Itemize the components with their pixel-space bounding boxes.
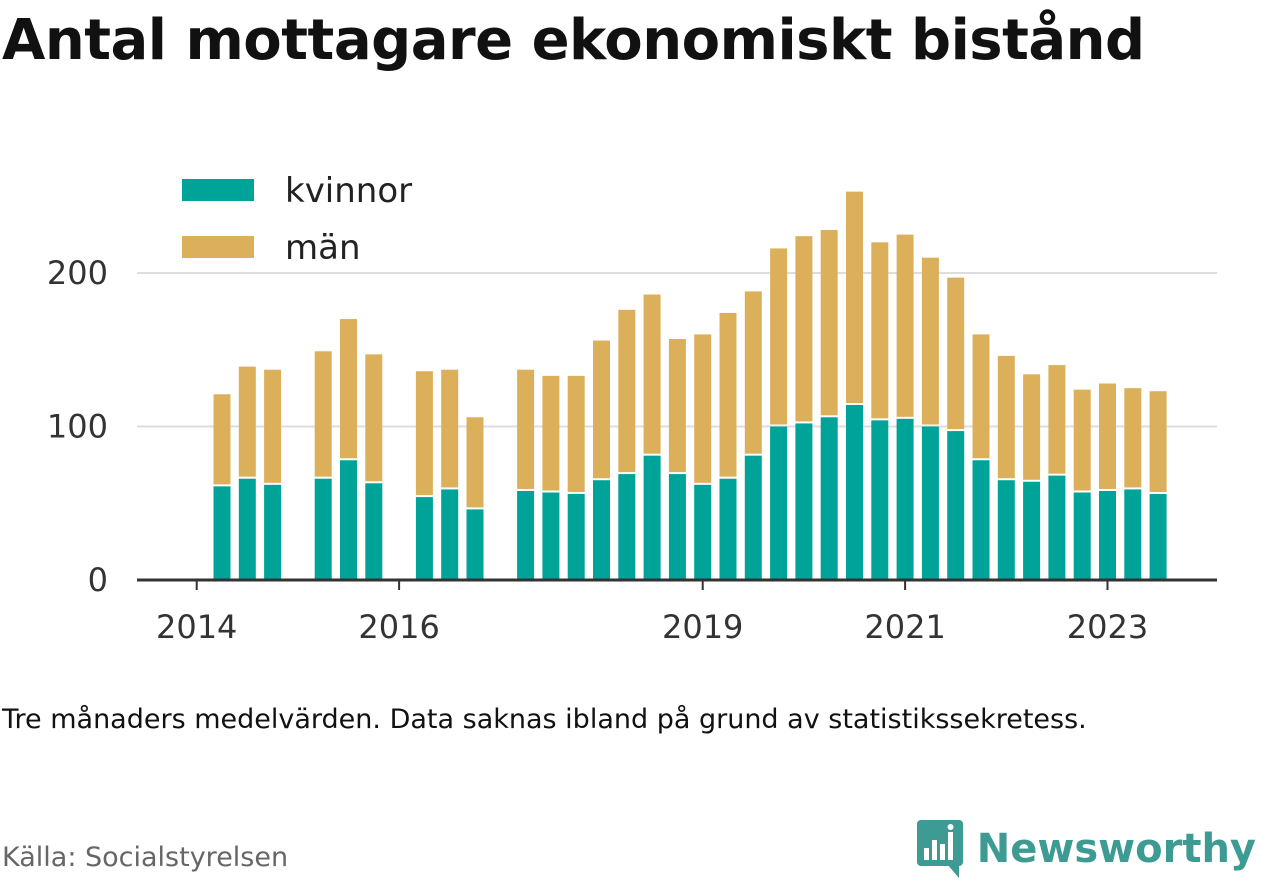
bar-man (744, 291, 762, 454)
bar-kvinnor (972, 460, 990, 580)
bar-man (618, 309, 636, 473)
bar-man (770, 248, 788, 425)
bar-kvinnor (593, 480, 610, 580)
bar-man (997, 355, 1015, 479)
y-tick-label: 100 (47, 408, 108, 446)
bar-kvinnor (770, 426, 788, 580)
x-tick-label: 2023 (1067, 608, 1148, 646)
y-tick-label: 0 (88, 561, 108, 599)
bar-man (365, 354, 383, 482)
bar-man (441, 369, 459, 488)
bar-kvinnor (1149, 494, 1167, 580)
bar-kvinnor (365, 483, 383, 580)
legend-label-kvinnor: kvinnor (285, 171, 412, 211)
bar-man (921, 257, 939, 425)
bar-man (542, 375, 560, 491)
bar-kvinnor (441, 489, 459, 580)
bar-kvinnor (264, 484, 282, 580)
bar-kvinnor (719, 478, 737, 580)
y-tick-label: 200 (47, 254, 108, 292)
newsworthy-chart-logo-icon (916, 820, 963, 878)
bar-man (694, 334, 712, 483)
bar-kvinnor (466, 509, 484, 580)
x-tick-label: 2021 (864, 608, 945, 646)
bar-kvinnor (668, 474, 686, 580)
legend-label-man: män (285, 228, 361, 268)
bar-kvinnor (1073, 492, 1091, 580)
bar-kvinnor (871, 420, 889, 580)
source-credit: Källa: Socialstyrelsen (2, 842, 289, 873)
bar-man (719, 312, 737, 477)
chart-note: Tre månaders medelvärden. Data saknas ib… (2, 704, 1087, 735)
bar-man (415, 371, 433, 496)
bar-man (314, 351, 332, 477)
bar-man (466, 417, 484, 508)
bar-kvinnor (1048, 475, 1066, 580)
x-tick-label: 2016 (358, 608, 439, 646)
bar-man (846, 191, 863, 404)
bar-kvinnor (340, 460, 357, 580)
bar-kvinnor (213, 486, 231, 580)
bar-kvinnor (542, 492, 560, 580)
bar-kvinnor (820, 417, 838, 580)
bar-kvinnor (846, 405, 863, 580)
bar-man (871, 242, 889, 419)
bar-man (593, 340, 610, 479)
bar-kvinnor (1023, 481, 1041, 580)
bar-kvinnor (415, 497, 433, 580)
bar-kvinnor (921, 426, 939, 580)
bar-man (213, 394, 231, 485)
brand-name: Newsworthy (976, 826, 1256, 872)
bar-man (1073, 389, 1091, 491)
x-tick-label: 2014 (156, 608, 237, 646)
bar-kvinnor (795, 423, 813, 580)
bar-kvinnor (238, 478, 256, 580)
bar-kvinnor (517, 490, 535, 580)
bar-man (896, 234, 914, 417)
bar-man (795, 236, 813, 422)
bar-man (264, 369, 282, 483)
bar-man (668, 339, 686, 473)
bars (213, 191, 1167, 580)
bar-kvinnor (1099, 490, 1116, 580)
bar-man (517, 369, 535, 489)
bar-man (972, 334, 990, 459)
legend: kvinnor män (182, 171, 412, 268)
bar-man (238, 366, 256, 477)
legend-swatch-man (182, 236, 254, 258)
bar-man (1124, 388, 1142, 488)
legend-swatch-kvinnor (182, 179, 254, 201)
bar-man (1099, 383, 1116, 489)
bar-man (340, 319, 357, 459)
bar-man (820, 230, 838, 416)
bar-kvinnor (744, 455, 762, 580)
bar-man (947, 277, 965, 430)
bar-kvinnor (997, 480, 1015, 580)
bar-kvinnor (643, 455, 661, 580)
chart-title: Antal mottagare ekonomiskt bistånd (2, 8, 1145, 73)
bar-kvinnor (1124, 489, 1142, 580)
brand-logo: Newsworthy (915, 818, 1256, 880)
bar-kvinnor (896, 418, 914, 580)
bar-man (643, 294, 661, 454)
bar-man (1149, 391, 1167, 493)
axes: 0 100 200 2014 2016 2019 2021 2023 (47, 254, 1217, 646)
bar-kvinnor (618, 474, 636, 580)
bar-man (1048, 365, 1066, 474)
bar-kvinnor (314, 478, 332, 580)
bar-kvinnor (567, 494, 585, 580)
bar-man (1023, 374, 1041, 480)
x-tick-label: 2019 (662, 608, 743, 646)
bar-kvinnor (694, 484, 712, 580)
bar-man (567, 375, 585, 493)
bar-kvinnor (947, 431, 965, 580)
